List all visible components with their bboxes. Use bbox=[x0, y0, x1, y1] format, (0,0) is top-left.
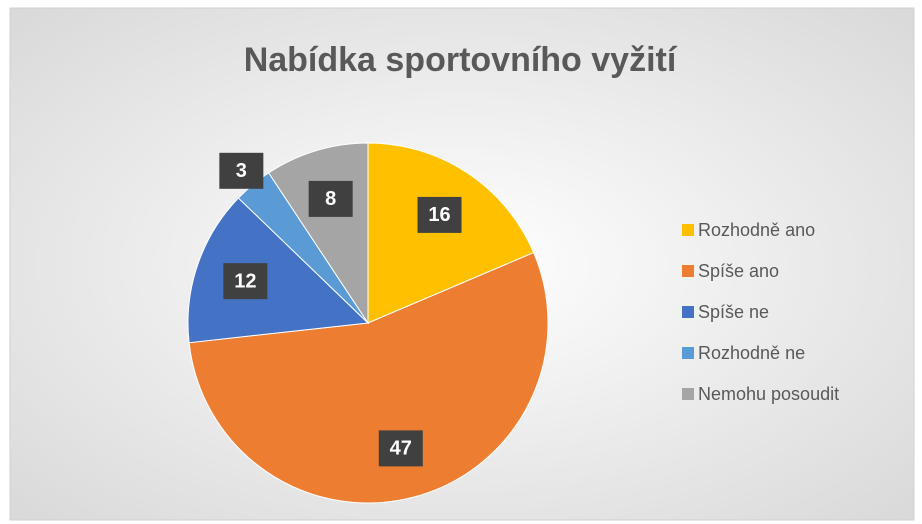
data-label-box bbox=[308, 180, 353, 217]
chart-title: Nabídka sportovního vyžití bbox=[244, 41, 678, 79]
data-label-box bbox=[378, 430, 423, 467]
pie-slice bbox=[188, 251, 549, 504]
legend-swatch bbox=[682, 347, 694, 359]
legend-swatch bbox=[682, 306, 694, 318]
data-label: 16 bbox=[428, 204, 450, 226]
pie-slice bbox=[367, 142, 535, 324]
legend-label: Nemohu posoudit bbox=[698, 384, 839, 404]
data-label: 12 bbox=[234, 270, 256, 292]
data-label: 8 bbox=[325, 188, 336, 210]
legend-swatch bbox=[682, 265, 694, 277]
data-label-box bbox=[417, 196, 462, 233]
data-label-box bbox=[219, 152, 264, 189]
legend-label: Rozhodně ne bbox=[698, 343, 805, 363]
legend-swatch bbox=[682, 388, 694, 400]
data-label: 47 bbox=[390, 438, 412, 460]
legend-label: Rozhodně ano bbox=[698, 220, 815, 240]
pie-slice bbox=[187, 197, 370, 344]
legend-label: Spíše ne bbox=[698, 302, 769, 322]
legend-label: Spíše ano bbox=[698, 261, 779, 281]
legend-swatch bbox=[682, 224, 694, 236]
data-label-box bbox=[223, 263, 268, 300]
data-label: 3 bbox=[236, 160, 247, 182]
